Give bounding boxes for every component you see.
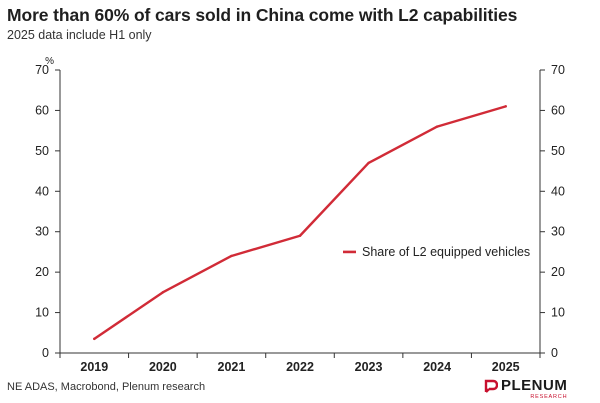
plenum-logo-icon	[484, 379, 498, 393]
x-tick-label: 2023	[355, 360, 383, 374]
y-tick-label-left: 70	[35, 63, 49, 77]
chart-title: More than 60% of cars sold in China come…	[7, 5, 518, 25]
chart-subtitle: 2025 data include H1 only	[7, 28, 152, 42]
x-tick-label: 2020	[149, 360, 177, 374]
y-tick-label-left: 30	[35, 225, 49, 239]
y-tick-label-left: 10	[35, 306, 49, 320]
y-tick-label-left: 60	[35, 103, 49, 117]
x-tick-label: 2021	[218, 360, 246, 374]
legend-label: Share of L2 equipped vehicles	[362, 245, 530, 259]
data-point	[93, 337, 96, 341]
y-tick-label-left: 0	[42, 346, 49, 360]
plenum-logo: PLENUM RESEARCH	[484, 378, 567, 400]
y-tick-label-right: 30	[551, 225, 565, 239]
data-point	[504, 105, 507, 108]
x-tick-label: 2024	[423, 360, 451, 374]
y-unit-label: %	[45, 56, 54, 67]
y-tick-label-right: 70	[551, 63, 565, 77]
x-tick-label: 2019	[80, 360, 108, 374]
y-tick-label-left: 40	[35, 184, 49, 198]
source-note: NE ADAS, Macrobond, Plenum research	[7, 381, 206, 393]
x-tick-label: 2022	[286, 360, 314, 374]
y-tick-label-right: 50	[551, 144, 565, 158]
y-tick-label-left: 20	[35, 265, 49, 279]
data-point	[298, 234, 302, 237]
x-tick-label: 2025	[492, 360, 520, 374]
series-line	[93, 105, 507, 341]
y-tick-label-right: 20	[551, 265, 565, 279]
y-tick-label-right: 10	[551, 306, 565, 320]
logo-name: PLENUM	[501, 377, 568, 394]
y-tick-label-left: 50	[35, 144, 49, 158]
data-point	[367, 161, 370, 165]
logo-subtitle: RESEARCH	[530, 394, 568, 400]
data-point	[435, 125, 439, 128]
y-tick-label-right: 40	[551, 184, 565, 198]
y-tick-label-right: 0	[551, 346, 558, 360]
data-point	[161, 291, 165, 294]
y-tick-label-right: 60	[551, 103, 565, 117]
data-point	[230, 254, 233, 258]
